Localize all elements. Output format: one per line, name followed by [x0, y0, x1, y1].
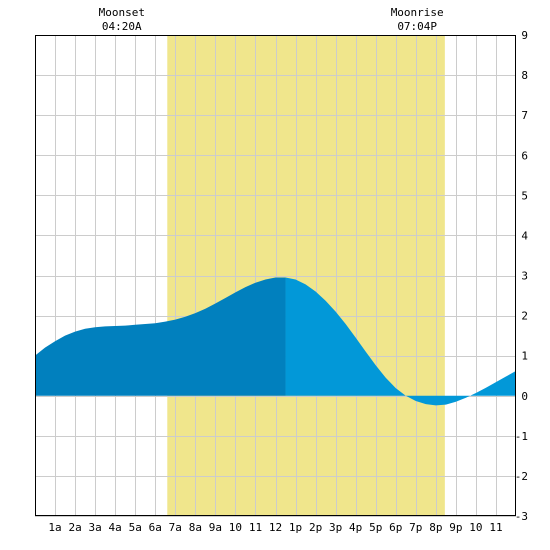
moon-event-label: Moonset: [99, 6, 145, 19]
y-tick-label: -2: [515, 470, 528, 483]
x-tick-label: 4a: [109, 521, 122, 534]
moon-event-label: Moonrise: [391, 6, 444, 19]
daylight-band-layer: [167, 35, 445, 516]
tide-area-rising: [35, 277, 286, 396]
y-tick-label: 2: [521, 310, 528, 323]
x-tick-label: 1p: [289, 521, 302, 534]
y-tick-label: 6: [521, 149, 528, 162]
x-tick-label: 6a: [149, 521, 162, 534]
plot-frame-layer: [35, 35, 516, 516]
x-tick-label: 11: [249, 521, 262, 534]
x-tick-label: 6p: [389, 521, 402, 534]
y-tick-label: 9: [521, 29, 528, 42]
tide-area-falling: [285, 277, 516, 406]
x-tick-label: 3p: [329, 521, 342, 534]
x-tick-label: 3a: [89, 521, 102, 534]
x-tick-label: 7a: [169, 521, 182, 534]
y-tick-label: 3: [521, 270, 528, 283]
y-tick-label: -3: [515, 510, 528, 523]
moon-event-time: 04:20A: [102, 20, 142, 33]
x-tick-label: 8p: [429, 521, 442, 534]
x-tick-label: 12: [269, 521, 282, 534]
x-tick-label: 4p: [349, 521, 362, 534]
y-tick-label: -1: [515, 430, 528, 443]
x-tick-label: 10: [229, 521, 242, 534]
x-tick-label: 2a: [68, 521, 81, 534]
x-tick-labels: 1a 2a 3a 4a 5a 6a 7a 8a 9a 10 11 12 1p 2p 3p 4p 5p 6p 7p 8p…: [48, 521, 502, 534]
y-tick-label: 4: [521, 229, 528, 242]
x-tick-label: 5p: [369, 521, 382, 534]
x-tick-label: 9p: [449, 521, 462, 534]
x-tick-label: 10: [469, 521, 482, 534]
y-tick-label: 1: [521, 350, 528, 363]
x-tick-label: 7p: [409, 521, 422, 534]
tide-area-layer: [35, 277, 516, 406]
y-tick-label: 5: [521, 189, 528, 202]
daylight-band: [167, 35, 445, 516]
x-tick-label: 9a: [209, 521, 222, 534]
x-tick-label: 2p: [309, 521, 322, 534]
y-tick-label: 8: [521, 69, 528, 82]
x-tick-label: 8a: [189, 521, 202, 534]
plot-frame: [35, 35, 516, 516]
moon-event-time: 07:04P: [397, 20, 437, 33]
y-tick-label: 0: [521, 390, 528, 403]
x-tick-label: 5a: [129, 521, 142, 534]
x-tick-label: 1a: [48, 521, 61, 534]
x-tick-label: 11: [489, 521, 502, 534]
y-tick-labels: -3 -2 -1 0 1 2 3 4 5 6 7 8 9: [515, 29, 529, 523]
y-tick-label: 7: [521, 109, 528, 122]
